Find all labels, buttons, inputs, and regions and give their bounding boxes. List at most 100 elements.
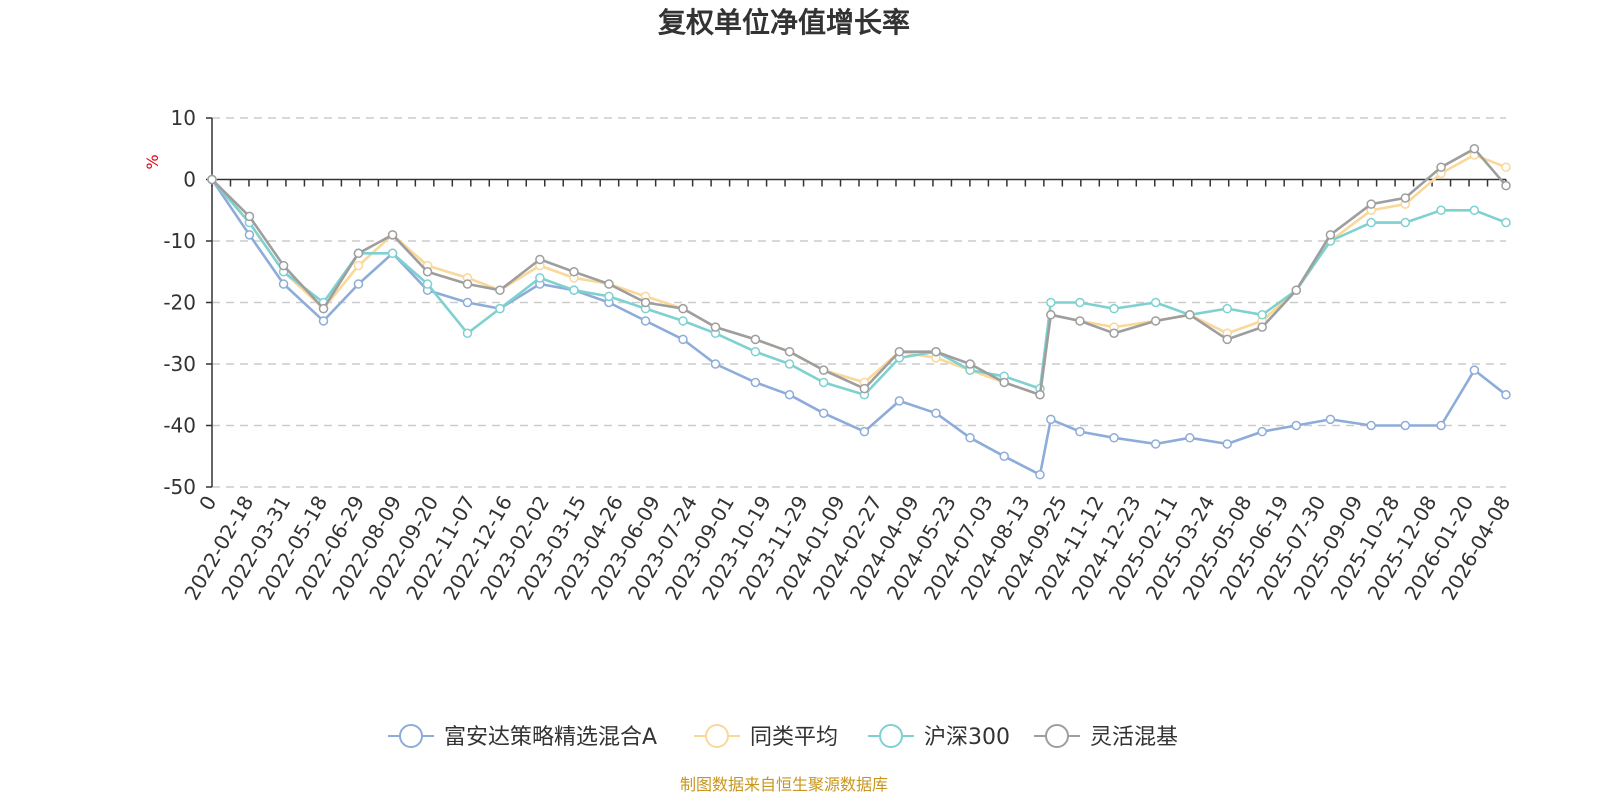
- data-point: [1501, 180, 1511, 191]
- series-2: [207, 150, 1511, 400]
- x-tick-label: 0: [194, 492, 221, 515]
- data-point: [1325, 414, 1336, 425]
- data-point: [710, 359, 721, 369]
- data-point: [678, 303, 688, 314]
- data-point: [1366, 217, 1376, 228]
- data-point: [965, 433, 975, 443]
- data-point: [710, 322, 721, 332]
- data-point: [678, 316, 688, 326]
- legend-marker: [399, 724, 423, 748]
- data-point: [1501, 217, 1511, 228]
- data-point: [1035, 390, 1045, 400]
- data-point: [1046, 414, 1056, 425]
- data-point: [1436, 162, 1446, 172]
- data-point: [1075, 297, 1085, 308]
- data-point: [1075, 316, 1085, 326]
- data-point: [318, 303, 329, 314]
- series-line: [211, 147, 1507, 397]
- data-point: [965, 359, 975, 369]
- data-point: [1257, 310, 1267, 320]
- data-point: [1222, 303, 1232, 314]
- data-point: [422, 267, 433, 277]
- data-point: [1109, 328, 1119, 338]
- data-point: [1469, 205, 1480, 215]
- data-point: [1436, 205, 1446, 215]
- data-point: [387, 248, 398, 259]
- data-point: [422, 279, 433, 289]
- data-point: [931, 346, 941, 357]
- data-point: [569, 267, 579, 277]
- data-point: [859, 426, 870, 437]
- data-point: [1366, 199, 1376, 209]
- data-point: [1366, 420, 1376, 431]
- data-point: [1185, 310, 1195, 320]
- data-point: [1046, 297, 1056, 308]
- data-point: [784, 346, 795, 357]
- data-point: [278, 279, 289, 289]
- data-point: [1257, 426, 1267, 437]
- data-point: [604, 279, 614, 289]
- data-point: [678, 334, 688, 345]
- y-tick-label: -10: [163, 229, 196, 253]
- data-point: [604, 291, 614, 302]
- series-line: [211, 153, 1507, 397]
- series-line: [211, 178, 1507, 397]
- y-tick-label: -40: [163, 414, 196, 438]
- data-point: [1469, 144, 1480, 154]
- data-point: [1501, 162, 1511, 172]
- source-note: 制图数据来自恒生聚源数据库: [680, 775, 888, 794]
- data-point: [387, 230, 398, 240]
- data-point: [1150, 297, 1161, 308]
- data-point: [818, 377, 829, 388]
- legend-item[interactable]: 灵活混基: [1034, 724, 1178, 750]
- grid-lines: [212, 117, 1506, 488]
- data-point: [1109, 303, 1119, 314]
- data-point: [353, 248, 364, 259]
- data-point: [1325, 230, 1336, 240]
- data-point: [750, 346, 761, 357]
- legend-label: 同类平均: [750, 725, 838, 750]
- y-tick-label: -50: [163, 475, 196, 499]
- y-tick-labels: 10 0 -10 -20 -30 -40 -50: [163, 106, 196, 499]
- data-point: [1035, 469, 1045, 480]
- data-point: [1400, 217, 1411, 228]
- series-lines: [207, 144, 1511, 480]
- legend-item[interactable]: 富安达策略精选混合A: [388, 724, 657, 750]
- data-point: [462, 328, 473, 338]
- data-point: [640, 316, 651, 326]
- data-point: [535, 254, 545, 265]
- y-tick-label: 0: [183, 168, 196, 192]
- data-point: [818, 408, 829, 418]
- data-point: [1046, 310, 1056, 320]
- legend-marker: [705, 724, 729, 748]
- data-point: [1257, 322, 1267, 332]
- data-point: [244, 230, 255, 240]
- data-point: [1400, 193, 1411, 203]
- data-point: [750, 334, 761, 345]
- data-point: [894, 396, 905, 406]
- y-tick-label: -20: [163, 291, 196, 315]
- data-point: [1075, 426, 1085, 437]
- data-point: [278, 260, 289, 271]
- data-point: [1150, 439, 1161, 449]
- data-point: [1436, 420, 1446, 431]
- legend-item[interactable]: 沪深300: [868, 724, 1010, 750]
- legend-marker: [1045, 724, 1069, 748]
- legend-label: 富安达策略精选混合A: [444, 725, 657, 750]
- data-point: [535, 273, 545, 283]
- data-point: [353, 260, 364, 271]
- legend[interactable]: 富安达策略精选混合A 同类平均 沪深300 灵活混基: [388, 724, 1178, 750]
- legend-item[interactable]: 同类平均: [694, 724, 838, 750]
- data-point: [495, 303, 505, 314]
- legend-marker: [879, 724, 903, 748]
- series-1: [207, 174, 1511, 480]
- data-point: [859, 383, 870, 394]
- data-point: [750, 377, 761, 388]
- data-point: [894, 346, 905, 357]
- data-point: [462, 297, 473, 308]
- data-point: [1291, 420, 1302, 431]
- data-point: [1469, 365, 1480, 375]
- data-point: [1501, 390, 1511, 400]
- chart-title: 复权单位净值增长率: [658, 6, 910, 39]
